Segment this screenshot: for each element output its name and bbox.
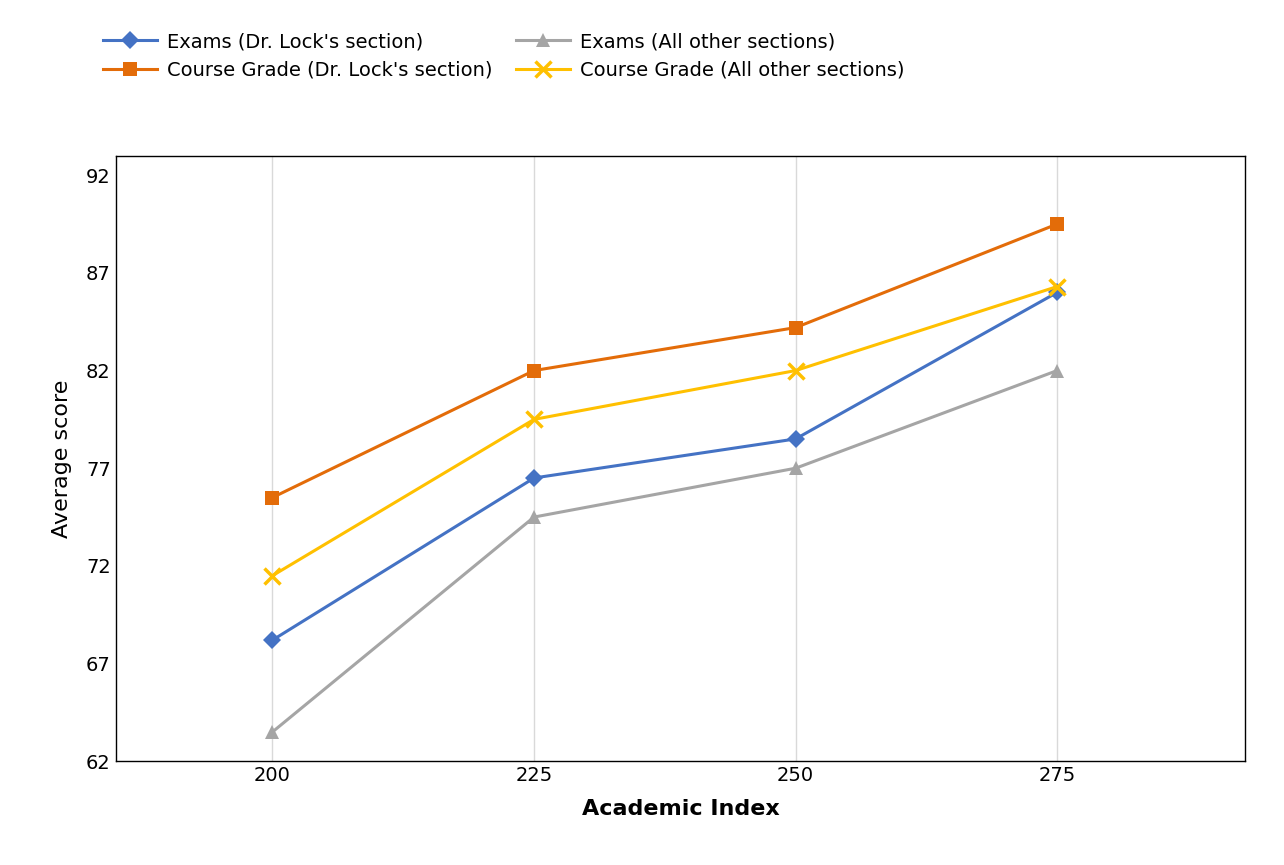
Line: Course Grade (All other sections): Course Grade (All other sections)	[265, 279, 1064, 583]
Exams (All other sections)	[1049, 365, 1064, 375]
Exams (Dr. Lock's section)	[526, 473, 542, 484]
Y-axis label: Average score: Average score	[53, 379, 72, 538]
Exams (All other sections)	[526, 512, 542, 522]
Course Grade (Dr. Lock's section)	[526, 365, 542, 375]
Line: Exams (Dr. Lock's section): Exams (Dr. Lock's section)	[266, 286, 1063, 646]
Course Grade (Dr. Lock's section)	[1049, 219, 1064, 229]
Exams (All other sections)	[265, 727, 280, 737]
Legend: Exams (Dr. Lock's section), Course Grade (Dr. Lock's section), Exams (All other : Exams (Dr. Lock's section), Course Grade…	[103, 32, 904, 80]
Exams (Dr. Lock's section)	[788, 433, 804, 444]
Line: Course Grade (Dr. Lock's section): Course Grade (Dr. Lock's section)	[266, 217, 1064, 504]
Course Grade (Dr. Lock's section)	[788, 323, 804, 333]
Course Grade (All other sections)	[1049, 281, 1064, 292]
Exams (All other sections)	[788, 463, 804, 473]
Exams (Dr. Lock's section)	[265, 635, 280, 645]
Course Grade (All other sections)	[265, 570, 280, 580]
Course Grade (All other sections)	[526, 414, 542, 425]
Course Grade (Dr. Lock's section)	[265, 492, 280, 503]
Line: Exams (All other sections): Exams (All other sections)	[266, 363, 1064, 739]
X-axis label: Academic Index: Academic Index	[582, 799, 779, 819]
Course Grade (All other sections)	[788, 365, 804, 375]
Exams (Dr. Lock's section)	[1049, 287, 1064, 298]
